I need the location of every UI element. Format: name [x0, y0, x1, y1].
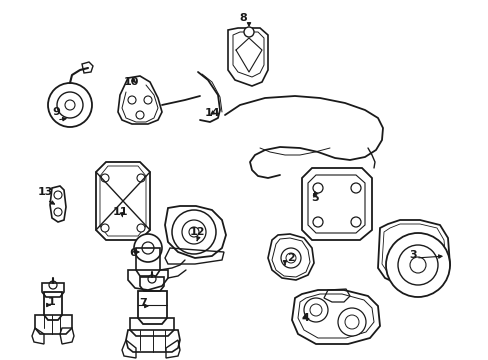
- Circle shape: [397, 245, 437, 285]
- Circle shape: [54, 208, 62, 216]
- Text: 1: 1: [48, 297, 56, 307]
- Text: 6: 6: [129, 248, 137, 258]
- Circle shape: [350, 183, 360, 193]
- Circle shape: [345, 315, 358, 329]
- Text: 5: 5: [310, 193, 318, 203]
- Circle shape: [312, 217, 323, 227]
- Circle shape: [172, 210, 216, 254]
- Text: 14: 14: [205, 108, 221, 118]
- Text: 7: 7: [139, 298, 146, 308]
- Circle shape: [285, 253, 295, 263]
- Circle shape: [350, 217, 360, 227]
- Circle shape: [143, 96, 152, 104]
- Circle shape: [101, 174, 109, 182]
- Circle shape: [54, 191, 62, 199]
- Circle shape: [385, 233, 449, 297]
- Text: 12: 12: [189, 227, 204, 237]
- Circle shape: [409, 257, 425, 273]
- Text: 9: 9: [52, 107, 60, 117]
- Text: 13: 13: [37, 187, 53, 197]
- Circle shape: [304, 298, 327, 322]
- Text: 3: 3: [408, 250, 416, 260]
- Circle shape: [136, 111, 143, 119]
- Circle shape: [134, 234, 162, 262]
- Circle shape: [57, 92, 83, 118]
- Circle shape: [65, 100, 75, 110]
- Text: 10: 10: [123, 77, 139, 87]
- Text: 11: 11: [112, 207, 127, 217]
- Text: 8: 8: [239, 13, 246, 23]
- Text: 2: 2: [286, 253, 294, 263]
- Circle shape: [128, 96, 136, 104]
- Circle shape: [189, 227, 199, 237]
- Circle shape: [182, 220, 205, 244]
- Circle shape: [312, 183, 323, 193]
- Circle shape: [142, 242, 154, 254]
- Circle shape: [148, 275, 156, 283]
- Circle shape: [281, 248, 301, 268]
- Circle shape: [101, 224, 109, 232]
- Circle shape: [137, 174, 145, 182]
- Circle shape: [49, 281, 57, 289]
- Circle shape: [48, 83, 92, 127]
- Text: 4: 4: [301, 313, 308, 323]
- Circle shape: [137, 224, 145, 232]
- Circle shape: [309, 304, 321, 316]
- Circle shape: [244, 27, 253, 37]
- Circle shape: [337, 308, 365, 336]
